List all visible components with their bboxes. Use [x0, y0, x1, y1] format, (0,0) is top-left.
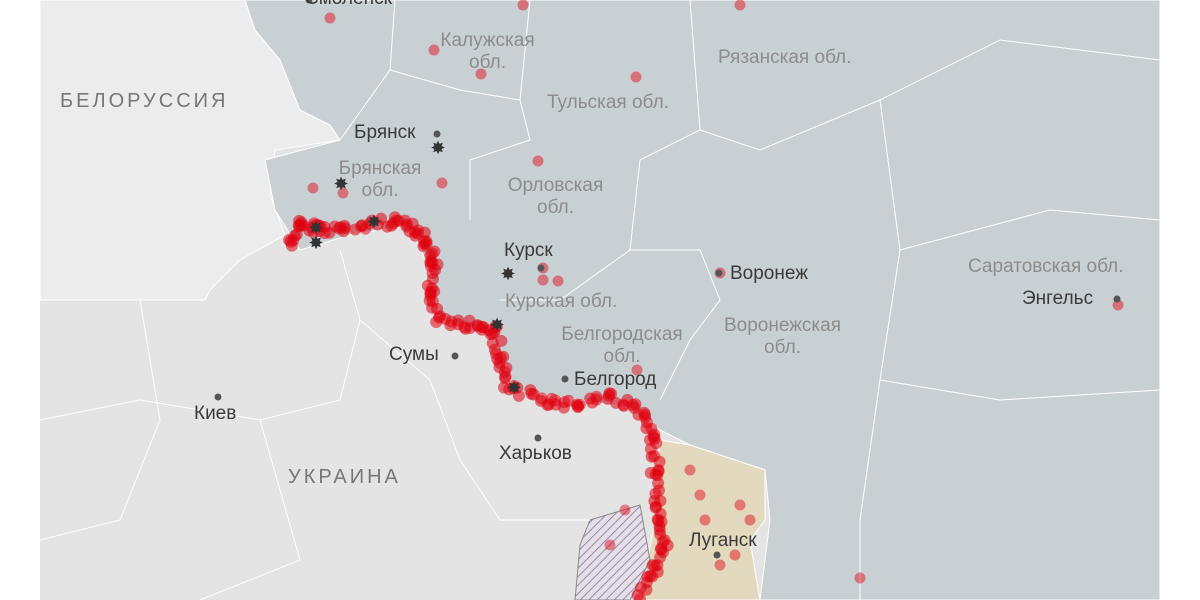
strike-dot	[652, 484, 665, 497]
region-orel: Орловская обл.	[507, 175, 604, 218]
strike-dot	[699, 514, 711, 526]
strike-dot	[499, 370, 512, 383]
strike-dot	[288, 229, 301, 242]
strike-dot	[694, 489, 706, 501]
city-dot-icon	[214, 393, 222, 401]
strike-dot	[337, 187, 349, 199]
strike-dot	[634, 593, 647, 600]
strike-dot	[430, 315, 443, 328]
region-tula: Тульская обл.	[547, 92, 669, 113]
strike-dot	[371, 218, 384, 231]
city-dot-icon	[561, 375, 569, 383]
city-dot-icon	[715, 269, 723, 277]
strike-dot	[1112, 299, 1124, 311]
strike-dot	[552, 275, 564, 287]
strike-dots	[283, 0, 1124, 600]
city-sumy: Сумы	[389, 344, 439, 365]
strike-dot	[418, 238, 431, 251]
city-engels: Энгельс	[1022, 288, 1094, 309]
explosion-icon: ✸	[308, 233, 323, 253]
strike-dot	[631, 364, 643, 376]
region-kaluga: Калужская обл.	[440, 30, 535, 73]
strike-dot	[307, 182, 319, 194]
strike-dot	[734, 499, 746, 511]
strike-dot	[714, 559, 726, 571]
country-ukraine: УКРАИНА	[288, 466, 401, 488]
region-kursk: Курская обл.	[505, 291, 618, 312]
explosion-icon: ✸	[489, 315, 504, 335]
strike-dot	[854, 572, 866, 584]
strike-dot	[603, 387, 616, 400]
region-belgorod: Белгородская обл.	[561, 324, 683, 367]
region-borders	[39, 0, 1161, 600]
strike-dot	[645, 450, 658, 463]
strike-dot	[604, 539, 616, 551]
city-dot-icon	[1113, 295, 1121, 303]
strike-dot	[729, 549, 741, 561]
strike-dot	[488, 326, 501, 339]
region-voronezh: Воронежская обл.	[723, 315, 841, 358]
strike-dot	[640, 583, 653, 596]
strike-dot	[428, 44, 440, 56]
occupied-area	[574, 504, 651, 600]
strike-dot	[532, 155, 544, 167]
city-dots	[214, 0, 1121, 559]
strike-dot	[573, 398, 586, 411]
region-ryazan: Рязанская обл.	[718, 47, 852, 68]
city-belgorod: Белгород	[574, 369, 657, 390]
city-kharkov: Харьков	[499, 443, 572, 464]
city-dot-icon	[305, 0, 313, 4]
lnr-area	[639, 439, 766, 600]
city-dot-icon	[537, 264, 545, 272]
strike-dot	[512, 389, 525, 402]
strike-dot	[734, 0, 746, 11]
strike-dot	[630, 71, 642, 83]
city-dot-icon	[713, 551, 721, 559]
city-dot-icon	[451, 352, 459, 360]
region-saratov: Саратовская обл.	[968, 256, 1124, 277]
strike-dot	[436, 177, 448, 189]
strike-dot	[517, 0, 529, 11]
region-bryansk: Брянская обл.	[338, 158, 422, 201]
city-kiev: Киев	[194, 403, 237, 424]
city-kursk: Курск	[504, 240, 553, 261]
city-voronezh: Воронеж	[730, 263, 808, 284]
strike-dot	[744, 514, 756, 526]
city-smolensk: Смоленск	[305, 0, 392, 10]
city-bryansk: Брянск	[354, 122, 416, 143]
strike-dot	[590, 390, 603, 403]
strike-dot	[619, 504, 631, 516]
blast-markers: ✸✸✸✸✸✸✸✸	[308, 138, 521, 398]
strike-dot	[338, 222, 351, 235]
city-dot-icon	[534, 434, 542, 442]
explosion-icon: ✸	[366, 212, 381, 232]
city-dot-icon	[433, 130, 441, 138]
explosion-icon: ✸	[308, 218, 323, 238]
strike-dot	[324, 12, 336, 24]
explosion-icon: ✸	[500, 264, 515, 284]
strike-dot	[537, 274, 549, 286]
strike-dot	[475, 68, 487, 80]
explosion-icon: ✸	[333, 174, 348, 194]
explosion-icon: ✸	[506, 378, 521, 398]
country-belarus: БЕЛОРУССИЯ	[60, 90, 229, 112]
strike-dot	[684, 464, 696, 476]
explosion-icon: ✸	[430, 138, 445, 158]
city-lugansk: Луганск	[689, 530, 757, 551]
